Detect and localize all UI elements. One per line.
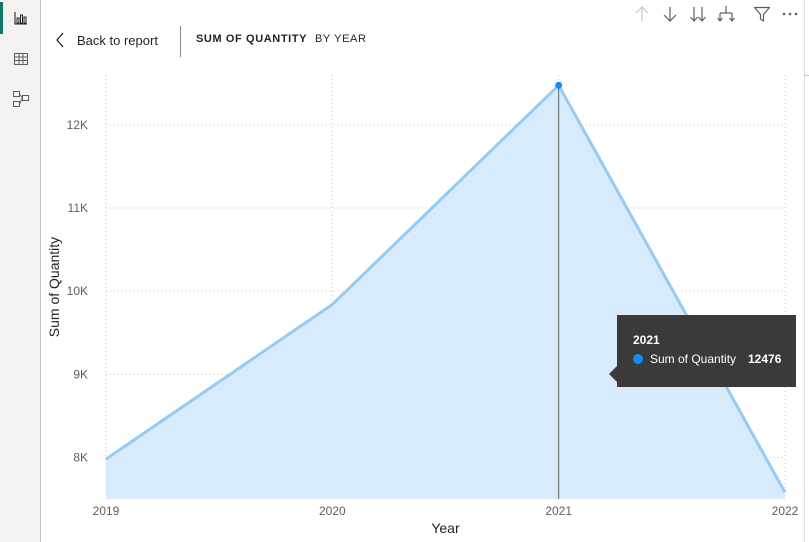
tooltip-pointer <box>609 366 617 382</box>
table-view-icon <box>14 53 28 65</box>
next-level-button[interactable] <box>688 4 708 24</box>
series-area-fill <box>106 85 785 499</box>
data-point-tooltip: 2021 Sum of Quantity 12476 <box>617 315 796 387</box>
y-tick-label: 10K <box>67 284 88 298</box>
x-tick-label: 2020 <box>319 504 346 518</box>
report-view-icon <box>14 12 27 25</box>
series-line <box>105 83 787 494</box>
right-pane-divider <box>804 75 809 76</box>
back-to-report-label: Back to report <box>77 32 158 48</box>
drill-up-button[interactable] <box>632 4 652 24</box>
arrow-up-icon <box>635 6 649 21</box>
x-axis-title: Year <box>431 520 460 536</box>
tooltip-title: 2021 <box>633 333 660 347</box>
y-tick-label: 9K <box>73 367 88 381</box>
tooltip-value: 12476 <box>748 352 782 366</box>
double-arrow-down-icon <box>690 7 706 22</box>
model-view-button[interactable] <box>9 87 33 111</box>
right-pane-edge <box>804 0 809 542</box>
y-tick-label: 8K <box>73 450 88 464</box>
filter-button[interactable] <box>752 4 772 24</box>
breadcrumb-measure: SUM OF QUANTITY <box>196 33 308 45</box>
y-tick-label: 11K <box>68 201 88 215</box>
more-options-icon <box>782 12 798 16</box>
report-view-button[interactable] <box>9 6 33 30</box>
y-tick-label: 12K <box>67 118 88 132</box>
tooltip-series-label: Sum of Quantity <box>650 352 737 366</box>
model-view-icon <box>13 91 29 107</box>
highlighted-data-point <box>555 81 563 89</box>
expand-next-level-button[interactable] <box>716 4 736 24</box>
breadcrumb-dimension: BY YEAR <box>315 33 367 45</box>
x-tick-label: 2021 <box>545 504 572 518</box>
arrow-down-icon <box>663 7 677 22</box>
x-tick-label: 2022 <box>772 504 799 518</box>
x-tick-label: 2019 <box>93 504 120 518</box>
y-axis-title: Sum of Quantity <box>46 237 62 337</box>
chevron-left-icon <box>56 32 64 48</box>
view-switcher-rail <box>0 0 41 542</box>
back-to-report-button[interactable]: Back to report <box>55 28 158 52</box>
more-options-button[interactable] <box>780 4 800 24</box>
table-view-button[interactable] <box>9 47 33 71</box>
filter-icon <box>753 6 771 22</box>
expand-hierarchy-icon <box>717 6 735 22</box>
drill-down-button[interactable] <box>660 4 680 24</box>
header-separator <box>180 26 181 57</box>
tooltip-series-dot <box>633 354 643 364</box>
active-view-indicator <box>0 2 3 34</box>
